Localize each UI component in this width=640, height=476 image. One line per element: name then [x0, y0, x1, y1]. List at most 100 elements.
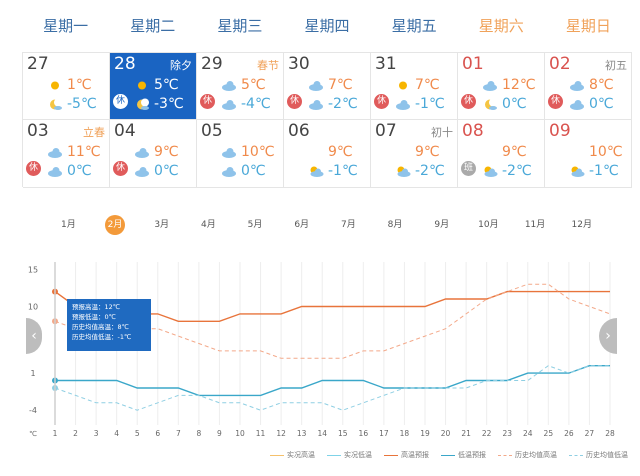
chevron-left-icon[interactable]: ‹ [26, 318, 42, 354]
x-tick-label: 20 [441, 429, 451, 438]
legend-label: 实况高温 [287, 451, 315, 459]
high-temp: 11℃ [67, 144, 101, 160]
legend-item[interactable]: 低温预报 [441, 450, 486, 460]
high-temp-row: 10℃ [569, 144, 625, 160]
legend-item[interactable]: 实况高温 [270, 450, 315, 460]
calendar-day-cell[interactable]: 07 初十 9℃ -2℃ [371, 120, 458, 188]
high-temp-row: 1℃ [47, 77, 103, 93]
partly-cloudy-icon [484, 166, 498, 177]
month-tab[interactable]: 11月 [512, 213, 559, 237]
low-temp: 0℃ [502, 96, 527, 112]
legend-swatch [569, 454, 583, 456]
x-tick-label: 5 [135, 429, 140, 438]
month-tab[interactable]: 5月 [232, 213, 279, 237]
low-temp-row: 0℃ [569, 96, 625, 112]
legend-label: 低温预报 [458, 451, 486, 459]
day-number: 01 [462, 54, 484, 74]
month-selector: 1月 2月 3月 4月 5月 6月 7月 8月 9月 10月 11月 12月 [45, 213, 605, 237]
day-number: 31 [375, 54, 397, 74]
month-label: 11月 [524, 220, 546, 230]
sun-icon [51, 81, 59, 89]
x-tick-label: 17 [379, 429, 389, 438]
day-number: 07 [375, 121, 397, 141]
month-tab[interactable]: 3月 [138, 213, 185, 237]
calendar-day-cell[interactable]: 04 休 9℃ 0℃ [110, 120, 197, 188]
calendar-day-cell[interactable]: 01 休 12℃ 0℃ [458, 53, 545, 120]
day-number: 29 [201, 54, 223, 74]
calendar-day-cell[interactable]: 28 除夕休 5℃ -3℃ [110, 53, 197, 120]
calendar-day-cell[interactable]: 05 10℃ 0℃ [197, 120, 284, 188]
high-temp-row: 9℃ [395, 144, 451, 160]
month-tab[interactable]: 12月 [558, 213, 605, 237]
high-temp: 9℃ [502, 144, 527, 160]
month-tab[interactable]: 10月 [465, 213, 512, 237]
month-label: 8月 [387, 220, 403, 230]
cloud-icon [222, 99, 236, 110]
legend-item[interactable]: 历史均值高温 [498, 450, 557, 460]
calendar-day-cell[interactable]: 06 9℃ -1℃ [284, 120, 371, 188]
holiday-badge: 休 [461, 94, 476, 109]
tooltip-line: 历史均值高温：8℃ [72, 323, 129, 331]
x-tick-label: 9 [217, 429, 222, 438]
month-label: 6月 [294, 220, 310, 230]
low-temp-row: -1℃ [395, 96, 451, 112]
calendar-day-cell[interactable]: 27 1℃ -5℃ [23, 53, 110, 120]
day-number: 04 [114, 121, 136, 141]
x-tick-label: 15 [338, 429, 348, 438]
high-temp-row: 7℃ [308, 77, 364, 93]
month-tab[interactable]: 9月 [418, 213, 465, 237]
legend-item[interactable]: 高温预报 [384, 450, 429, 460]
cloud-icon [396, 99, 410, 110]
calendar-day-cell[interactable]: 31 休 7℃ -1℃ [371, 53, 458, 120]
cloud-icon [309, 99, 323, 110]
x-tick-label: 13 [297, 429, 307, 438]
month-tab[interactable]: 4月 [185, 213, 232, 237]
low-temp: 0℃ [241, 163, 266, 179]
calendar-day-cell[interactable]: 29 春节休 5℃ -4℃ [197, 53, 284, 120]
low-temp-row: -2℃ [395, 163, 451, 179]
x-tick-label: 23 [502, 429, 512, 438]
weekday-label: 星期日 [565, 17, 611, 35]
series-line [54, 365, 610, 411]
sun-icon [399, 81, 407, 89]
calendar-day-cell[interactable]: 09 10℃ -1℃ [545, 120, 632, 188]
x-tick-label: 27 [585, 429, 595, 438]
low-temp: -5℃ [67, 96, 97, 112]
month-tab[interactable]: 8月 [372, 213, 419, 237]
month-tab[interactable]: 7月 [325, 213, 372, 237]
high-temp: 9℃ [415, 144, 440, 160]
series-line [55, 365, 610, 397]
holiday-badge: 休 [287, 94, 302, 109]
x-tick-label: 21 [461, 429, 471, 438]
x-tick-label: 6 [155, 429, 160, 438]
moon-icon [485, 98, 497, 110]
calendar-day-cell[interactable]: 02 初五休 8℃ 0℃ [545, 53, 632, 120]
legend-item[interactable]: 实况低温 [327, 450, 372, 460]
weekday-header: 星期一 星期二 星期三 星期四 星期五 星期六 星期日 [22, 0, 632, 52]
x-tick-label: 8 [196, 429, 201, 438]
high-temp: 7℃ [328, 77, 353, 93]
low-temp: 0℃ [154, 163, 179, 179]
x-tick-label: 28 [605, 429, 615, 438]
low-temp: -1℃ [328, 163, 358, 179]
partly-cloudy-icon [397, 166, 411, 177]
holiday-badge: 休 [113, 161, 128, 176]
chart-legend: 实况高温 实况低温 高温预报 低温预报 历史均值高温 历史均值低温 [270, 450, 640, 460]
x-tick-label: 18 [400, 429, 410, 438]
low-temp: -1℃ [589, 163, 619, 179]
chevron-right-icon[interactable]: › [599, 318, 617, 354]
x-tick-label: 3 [94, 429, 99, 438]
calendar-day-cell[interactable]: 03 立春休 11℃ 0℃ [23, 120, 110, 188]
high-temp: 7℃ [415, 77, 440, 93]
x-tick-label: 26 [564, 429, 574, 438]
month-tab[interactable]: 2月 [92, 213, 139, 237]
low-temp-row: 0℃ [47, 163, 103, 179]
cloud-icon [135, 147, 149, 158]
month-tab[interactable]: 1月 [45, 213, 92, 237]
legend-item[interactable]: 历史均值低温 [569, 450, 628, 460]
low-temp-row: 0℃ [221, 163, 277, 179]
calendar-day-cell[interactable]: 08 班 9℃ -2℃ [458, 120, 545, 188]
calendar-day-cell[interactable]: 30 休 7℃ -2℃ [284, 53, 371, 120]
month-tab[interactable]: 6月 [278, 213, 325, 237]
